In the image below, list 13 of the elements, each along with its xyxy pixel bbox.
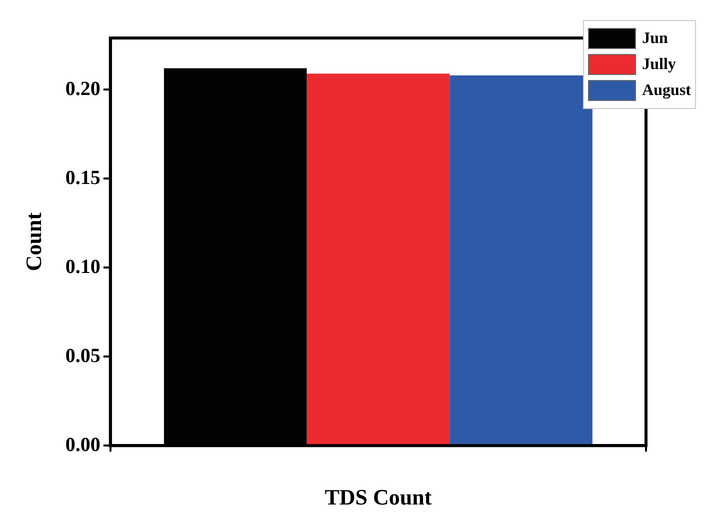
bar [164,68,307,445]
y-tick-label: 0.05 [65,344,100,367]
y-tick-label: 0.20 [65,78,100,100]
y-tick-label: 0.00 [65,434,100,456]
bar [306,74,450,445]
y-axis-title: Count [20,212,46,272]
legend-label: Jully [642,56,676,74]
x-axis-title: TDS Count [324,484,432,510]
y-tick-label: 0.10 [65,256,100,278]
legend-label: Jun [642,30,668,48]
y-tick-label: 0.15 [65,166,100,189]
bar [450,75,592,445]
legend-label: August [642,82,691,100]
